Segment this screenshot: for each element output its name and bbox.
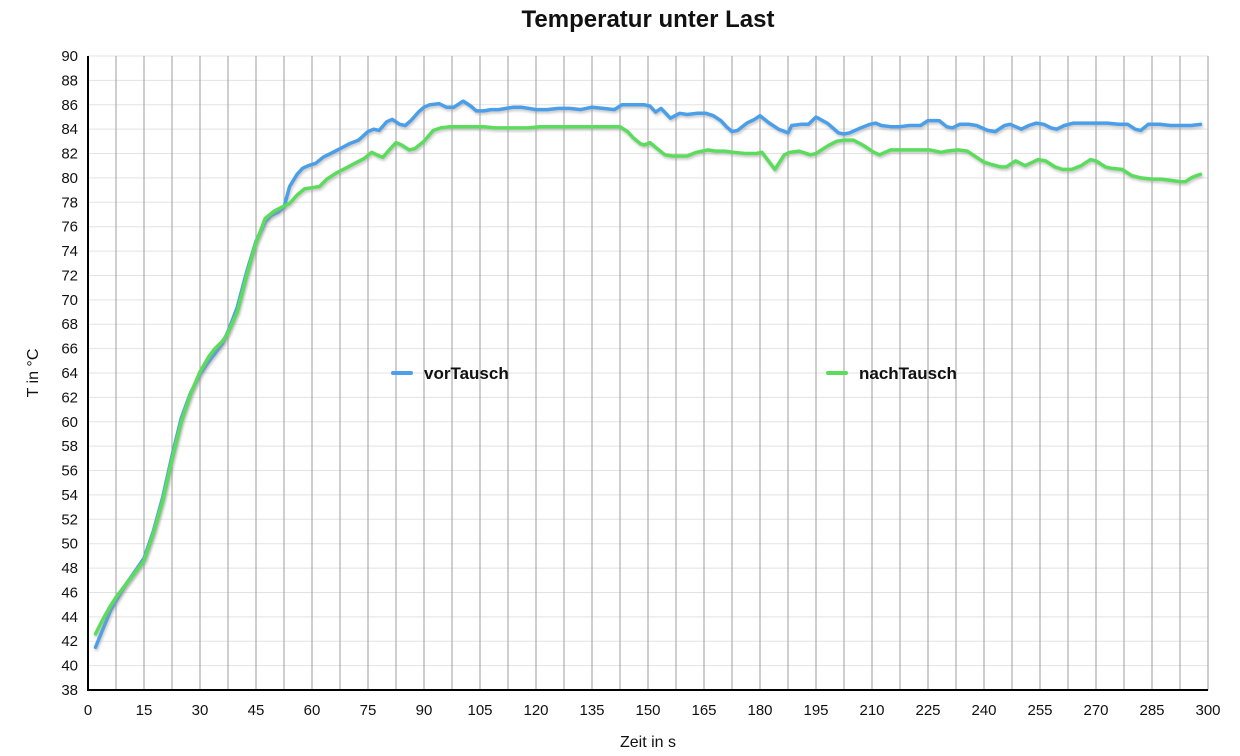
x-tick-label: 30	[192, 702, 209, 719]
y-tick-label: 90	[61, 48, 78, 65]
y-tick-label: 40	[61, 658, 78, 675]
x-tick-label: 120	[523, 702, 548, 719]
x-tick-label: 210	[859, 702, 884, 719]
x-tick-label: 0	[84, 702, 92, 719]
y-tick-labels: 38 40 42 44 46 48 50 52 54 56 58 60 62 64 66 68 70 72 74 76…	[61, 48, 78, 699]
y-tick-label: 76	[61, 219, 78, 236]
legend-item-nachtausch: nachTausch	[826, 364, 957, 383]
legend: vorTausch nachTausch	[391, 364, 957, 383]
legend-label-vortausch: vorTausch	[424, 364, 509, 383]
y-tick-label: 72	[61, 267, 78, 284]
x-axis-title: Zeit in s	[620, 734, 676, 751]
x-tick-label: 225	[915, 702, 940, 719]
y-tick-label: 42	[61, 633, 78, 650]
x-tick-label: 255	[1027, 702, 1052, 719]
y-tick-label: 48	[61, 560, 78, 577]
y-tick-label: 78	[61, 194, 78, 211]
y-tick-label: 80	[61, 170, 78, 187]
y-tick-label: 70	[61, 292, 78, 309]
series-lines	[93, 99, 1203, 650]
legend-item-vortausch: vorTausch	[391, 364, 509, 383]
y-tick-label: 44	[61, 609, 78, 626]
x-tick-label: 285	[1139, 702, 1164, 719]
x-tick-labels: 0 15 30 45 60 75 90 105 120 135 150 165 180 195 210 225…	[84, 702, 1221, 719]
y-tick-label: 86	[61, 97, 78, 114]
y-tick-label: 88	[61, 72, 78, 89]
x-tick-label: 135	[579, 702, 604, 719]
y-tick-label: 38	[61, 682, 78, 699]
y-tick-label: 82	[61, 146, 78, 163]
y-tick-label: 74	[61, 243, 78, 260]
y-tick-label: 54	[61, 487, 78, 504]
y-axis-title: T in °C	[25, 349, 42, 398]
axes	[87, 56, 1208, 691]
chart-title: Temperatur unter Last	[522, 6, 775, 33]
y-tick-label: 66	[61, 341, 78, 358]
vertical-gridlines	[87, 56, 1209, 690]
y-tick-label: 56	[61, 463, 78, 480]
x-tick-label: 90	[416, 702, 433, 719]
x-tick-label: 105	[467, 702, 492, 719]
y-tick-label: 84	[61, 121, 78, 138]
x-tick-label: 165	[691, 702, 716, 719]
x-tick-label: 15	[136, 702, 153, 719]
x-tick-label: 300	[1195, 702, 1220, 719]
y-tick-label: 60	[61, 414, 78, 431]
x-tick-label: 240	[971, 702, 996, 719]
y-tick-label: 62	[61, 389, 78, 406]
y-tick-label: 52	[61, 511, 78, 528]
y-tick-label: 64	[61, 365, 78, 382]
x-tick-label: 60	[304, 702, 321, 719]
x-tick-label: 75	[360, 702, 377, 719]
x-tick-label: 45	[248, 702, 265, 719]
y-tick-label: 58	[61, 438, 78, 455]
y-tick-label: 50	[61, 536, 78, 553]
x-tick-label: 195	[803, 702, 828, 719]
x-tick-label: 180	[747, 702, 772, 719]
y-tick-label: 46	[61, 584, 78, 601]
legend-label-nachtausch: nachTausch	[859, 364, 957, 383]
series-line-nachtausch	[93, 124, 1203, 636]
y-tick-label: 68	[61, 316, 78, 333]
x-tick-label: 270	[1083, 702, 1108, 719]
x-tick-label: 150	[635, 702, 660, 719]
